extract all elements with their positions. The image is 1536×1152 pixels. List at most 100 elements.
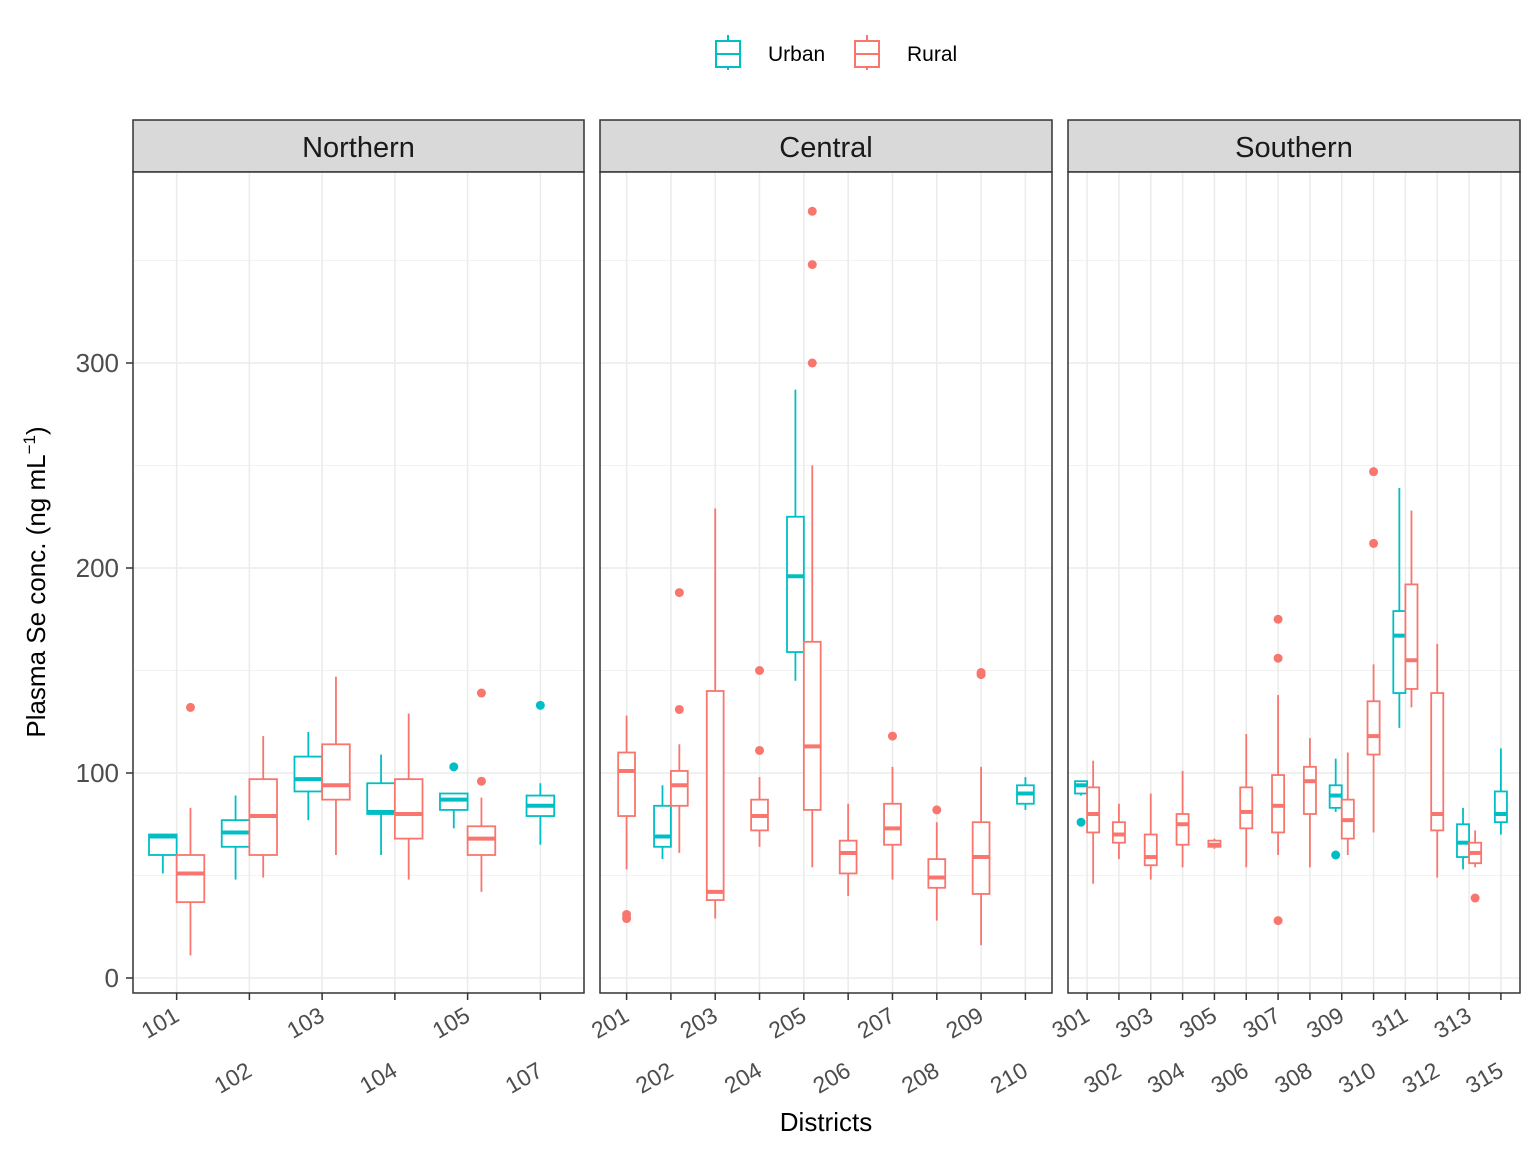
box-105-urban xyxy=(439,762,469,829)
box-104-urban xyxy=(366,754,396,855)
legend-label: Rural xyxy=(907,43,957,66)
outlier-point xyxy=(1273,614,1283,624)
box-309-urban xyxy=(1328,758,1343,860)
legend-item-urban: Urban xyxy=(715,35,825,70)
box-301-rural xyxy=(1086,760,1101,884)
outlier-point xyxy=(1369,538,1379,548)
box-iqr xyxy=(705,690,725,902)
panel-central: Central 201 202 203 204 205 206 207 208 209 210 xyxy=(587,119,1053,1099)
facet-strip xyxy=(599,119,1053,173)
y-tick-label: 300 xyxy=(76,348,119,378)
x-tick-label: 306 xyxy=(1207,1057,1253,1099)
legend-label: Urban xyxy=(768,43,825,66)
x-tick-label: 206 xyxy=(808,1057,854,1099)
box-203-rural xyxy=(705,508,725,919)
outlier-point xyxy=(1470,893,1480,903)
x-tick-label: 308 xyxy=(1270,1057,1316,1099)
facet-strip-label: Northern xyxy=(302,132,415,164)
box-303-rural xyxy=(1143,793,1158,880)
x-axis-title: Districts xyxy=(780,1107,872,1137)
box-iqr xyxy=(883,802,902,846)
x-tick-label: 315 xyxy=(1461,1057,1507,1099)
x-tick-label: 105 xyxy=(428,1002,474,1044)
outlier-point xyxy=(476,688,486,698)
x-tick-label: 309 xyxy=(1302,1002,1348,1044)
y-axis-title: Plasma Se conc. (ng mL−1) xyxy=(20,426,51,737)
box-308-rural xyxy=(1302,738,1317,868)
box-315-urban xyxy=(1493,748,1508,835)
x-tick-label: 303 xyxy=(1111,1002,1157,1044)
box-101-rural xyxy=(175,702,206,956)
box-iqr xyxy=(1086,786,1101,834)
facet-strip-label: Central xyxy=(779,132,873,164)
outlier-point xyxy=(185,702,195,712)
outlier-point xyxy=(887,731,897,741)
box-iqr xyxy=(466,825,497,856)
box-iqr xyxy=(1175,813,1190,846)
box-iqr xyxy=(148,833,178,856)
box-iqr xyxy=(1456,823,1470,858)
outlier-point xyxy=(1273,916,1283,926)
box-207-rural xyxy=(883,731,902,880)
x-tick-label: 101 xyxy=(137,1002,183,1044)
outlier-point xyxy=(755,745,765,755)
x-tick-label: 312 xyxy=(1398,1057,1444,1099)
outlier-point xyxy=(1369,467,1379,477)
x-tick-label: 103 xyxy=(282,1002,328,1044)
box-iqr xyxy=(393,778,424,840)
box-iqr xyxy=(1074,780,1088,795)
box-313-rural xyxy=(1468,830,1483,903)
x-tick-label: 311 xyxy=(1367,1002,1412,1043)
panel-northern: Northern 101 102 103 104 105 107 xyxy=(132,119,585,1099)
box-104-rural xyxy=(393,713,424,880)
box-312-rural xyxy=(1430,643,1445,878)
box-309-rural xyxy=(1340,752,1355,855)
box-201-rural xyxy=(617,715,636,924)
box-305-rural xyxy=(1207,838,1222,849)
box-iqr xyxy=(1493,790,1508,824)
outlier-point xyxy=(1331,850,1341,860)
outlier-point xyxy=(932,805,942,815)
x-tick-label: 203 xyxy=(675,1002,721,1044)
outlier-point xyxy=(674,588,684,598)
panel-border xyxy=(132,171,585,994)
panel-southern: Southern 301 302 303 304 305 306 307 308 309 310 31… xyxy=(1047,119,1521,1099)
box-209-rural xyxy=(971,668,991,946)
box-iqr xyxy=(1302,765,1317,815)
facet-strip-label: Southern xyxy=(1235,132,1353,164)
x-tick-label: 205 xyxy=(764,1002,810,1044)
box-iqr xyxy=(175,854,206,904)
box-iqr xyxy=(838,839,858,875)
box-iqr xyxy=(366,782,396,815)
box-103-rural xyxy=(321,676,351,855)
x-tick-label: 102 xyxy=(210,1057,256,1099)
box-iqr xyxy=(1111,821,1126,844)
x-tick-label: 210 xyxy=(986,1057,1032,1099)
outlier-point xyxy=(976,668,986,678)
panel-background xyxy=(133,172,584,993)
box-iqr xyxy=(321,743,351,801)
box-iqr xyxy=(786,515,805,653)
outlier-point xyxy=(1076,817,1086,827)
x-tick-label: 304 xyxy=(1143,1057,1189,1099)
box-313-urban xyxy=(1456,807,1470,870)
box-206-rural xyxy=(838,803,858,896)
legend-item-rural: Rural xyxy=(854,35,957,70)
box-iqr xyxy=(1143,833,1158,867)
x-tick-label: 310 xyxy=(1334,1057,1380,1099)
box-iqr xyxy=(293,755,324,793)
outlier-point xyxy=(674,704,684,714)
x-tick-label: 204 xyxy=(720,1057,766,1099)
panel-border xyxy=(1067,171,1521,994)
x-tick-label: 202 xyxy=(631,1057,677,1099)
box-306-rural xyxy=(1239,734,1254,868)
box-iqr xyxy=(653,804,672,848)
box-102-rural xyxy=(248,736,278,878)
box-iqr xyxy=(1271,774,1286,834)
box-iqr xyxy=(439,792,469,811)
x-tick-label: 305 xyxy=(1175,1002,1221,1044)
outlier-point xyxy=(535,700,545,710)
outlier-point xyxy=(807,260,817,270)
y-axis: 0 100 200 300 xyxy=(76,348,133,993)
